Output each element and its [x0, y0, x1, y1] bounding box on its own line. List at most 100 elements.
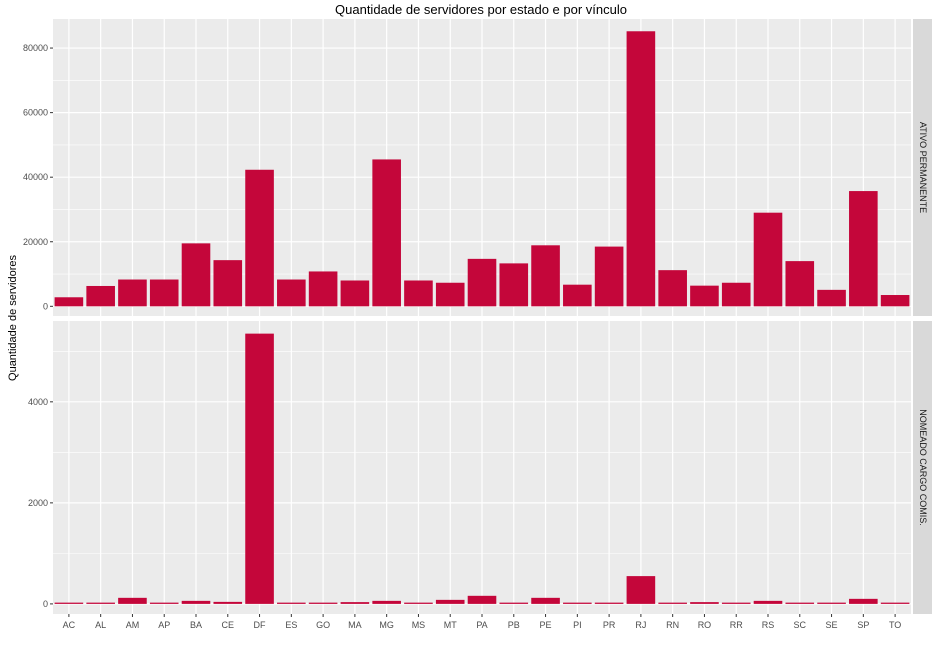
x-tick-label-se: SE — [826, 620, 838, 630]
bar-rr — [721, 602, 751, 604]
facet-panels: 0 20000 40000 60000 80000 ATIVO PERMANENTE 0 20… — [23, 19, 932, 614]
bar-pi — [563, 602, 592, 604]
x-tick-label-to: TO — [889, 620, 901, 630]
bar-al — [86, 285, 115, 307]
y-tick-label: 2000 — [28, 498, 48, 508]
x-tick-label-ce: CE — [222, 620, 235, 630]
bar-mg — [372, 600, 401, 604]
y-tick-label: 20000 — [23, 237, 48, 247]
bar-pe — [531, 597, 560, 604]
x-tick-label-pi: PI — [573, 620, 582, 630]
x-tick-label-df: DF — [254, 620, 266, 630]
facet-strip — [913, 321, 932, 614]
bar-to — [880, 295, 910, 307]
facet-panel: 0 2000 4000 NOMEADO CARGO COMIS. — [28, 321, 932, 614]
y-tick-label: 0 — [43, 599, 48, 609]
bar-rn — [658, 270, 687, 307]
x-tick-label-sp: SP — [857, 620, 869, 630]
bar-es — [277, 279, 306, 307]
bar-pb — [499, 263, 529, 307]
bar-se — [817, 289, 846, 307]
bar-sp — [849, 598, 878, 604]
bar-es — [277, 602, 306, 604]
x-tick-label-rr: RR — [730, 620, 743, 630]
x-tick-label-rn: RN — [666, 620, 679, 630]
bar-ac — [54, 297, 84, 307]
x-tick-label-es: ES — [285, 620, 297, 630]
bar-ap — [149, 602, 179, 604]
x-axis: AC AL AM AP BA CE DF ES GO MA MG MS MT PA PB PE PI PR RJ RN… — [63, 614, 901, 630]
bar-mt — [435, 282, 465, 307]
bar-pi — [563, 284, 592, 307]
bar-rj — [626, 31, 656, 307]
x-tick-label-ba: BA — [190, 620, 202, 630]
y-tick-label: 4000 — [28, 397, 48, 407]
bar-ma — [340, 280, 370, 307]
x-tick-label-pb: PB — [508, 620, 520, 630]
bar-go — [308, 602, 338, 604]
x-tick-label-al: AL — [95, 620, 106, 630]
x-tick-label-rj: RJ — [635, 620, 646, 630]
bar-ap — [149, 279, 179, 307]
bar-mt — [435, 599, 465, 604]
bar-am — [118, 279, 147, 307]
y-tick-label: 40000 — [23, 172, 48, 182]
chart-title: Quantidade de servidores por estado e po… — [335, 2, 627, 17]
bar-mg — [372, 159, 401, 307]
x-tick-label-sc: SC — [794, 620, 807, 630]
bar-sc — [785, 261, 815, 307]
bar-pe — [531, 245, 560, 307]
x-tick-label-go: GO — [316, 620, 330, 630]
bar-ce — [213, 260, 243, 307]
bar-rn — [658, 602, 687, 604]
facet-strip-label: ATIVO PERMANENTE — [918, 122, 928, 213]
x-tick-label-ac: AC — [63, 620, 76, 630]
bar-se — [817, 602, 846, 604]
bar-ro — [690, 602, 719, 604]
facet-strip-label: NOMEADO CARGO COMIS. — [918, 409, 928, 526]
bar-am — [118, 597, 147, 604]
bar-ac — [54, 602, 84, 604]
bar-ms — [404, 602, 433, 604]
y-tick-label: 80000 — [23, 43, 48, 53]
bar-pr — [594, 602, 624, 604]
x-tick-label-ap: AP — [158, 620, 170, 630]
bar-al — [86, 602, 115, 604]
bar-pa — [467, 595, 497, 604]
x-tick-label-ma: MA — [348, 620, 362, 630]
bar-ma — [340, 602, 370, 604]
x-tick-label-ms: MS — [412, 620, 426, 630]
bar-rr — [721, 282, 751, 307]
x-tick-label-pa: PA — [476, 620, 487, 630]
bar-go — [308, 271, 338, 307]
x-tick-label-am: AM — [126, 620, 140, 630]
x-tick-label-pr: PR — [603, 620, 616, 630]
bar-sc — [785, 602, 815, 604]
bar-pb — [499, 602, 529, 604]
bar-df — [245, 169, 274, 307]
bar-ro — [690, 285, 719, 307]
bar-df — [245, 333, 274, 604]
bar-rs — [753, 600, 783, 604]
x-tick-label-mt: MT — [444, 620, 457, 630]
bar-pa — [467, 258, 497, 307]
bar-to — [880, 602, 910, 604]
bar-sp — [849, 191, 878, 307]
y-tick-label: 60000 — [23, 108, 48, 118]
bar-ba — [181, 600, 211, 604]
bar-rs — [753, 212, 783, 307]
bar-ms — [404, 280, 433, 307]
bar-ba — [181, 243, 211, 307]
facet-panel: 0 20000 40000 60000 80000 ATIVO PERMANENTE — [23, 19, 932, 316]
bar-rj — [626, 576, 656, 604]
x-tick-label-pe: PE — [540, 620, 552, 630]
x-tick-label-mg: MG — [379, 620, 394, 630]
bar-ce — [213, 601, 243, 604]
y-axis-label: Quantidade de servidores — [7, 255, 19, 381]
y-tick-label: 0 — [43, 301, 48, 311]
x-tick-label-rs: RS — [762, 620, 775, 630]
x-tick-label-ro: RO — [698, 620, 712, 630]
facet-strip — [913, 19, 932, 316]
bar-pr — [594, 246, 624, 307]
